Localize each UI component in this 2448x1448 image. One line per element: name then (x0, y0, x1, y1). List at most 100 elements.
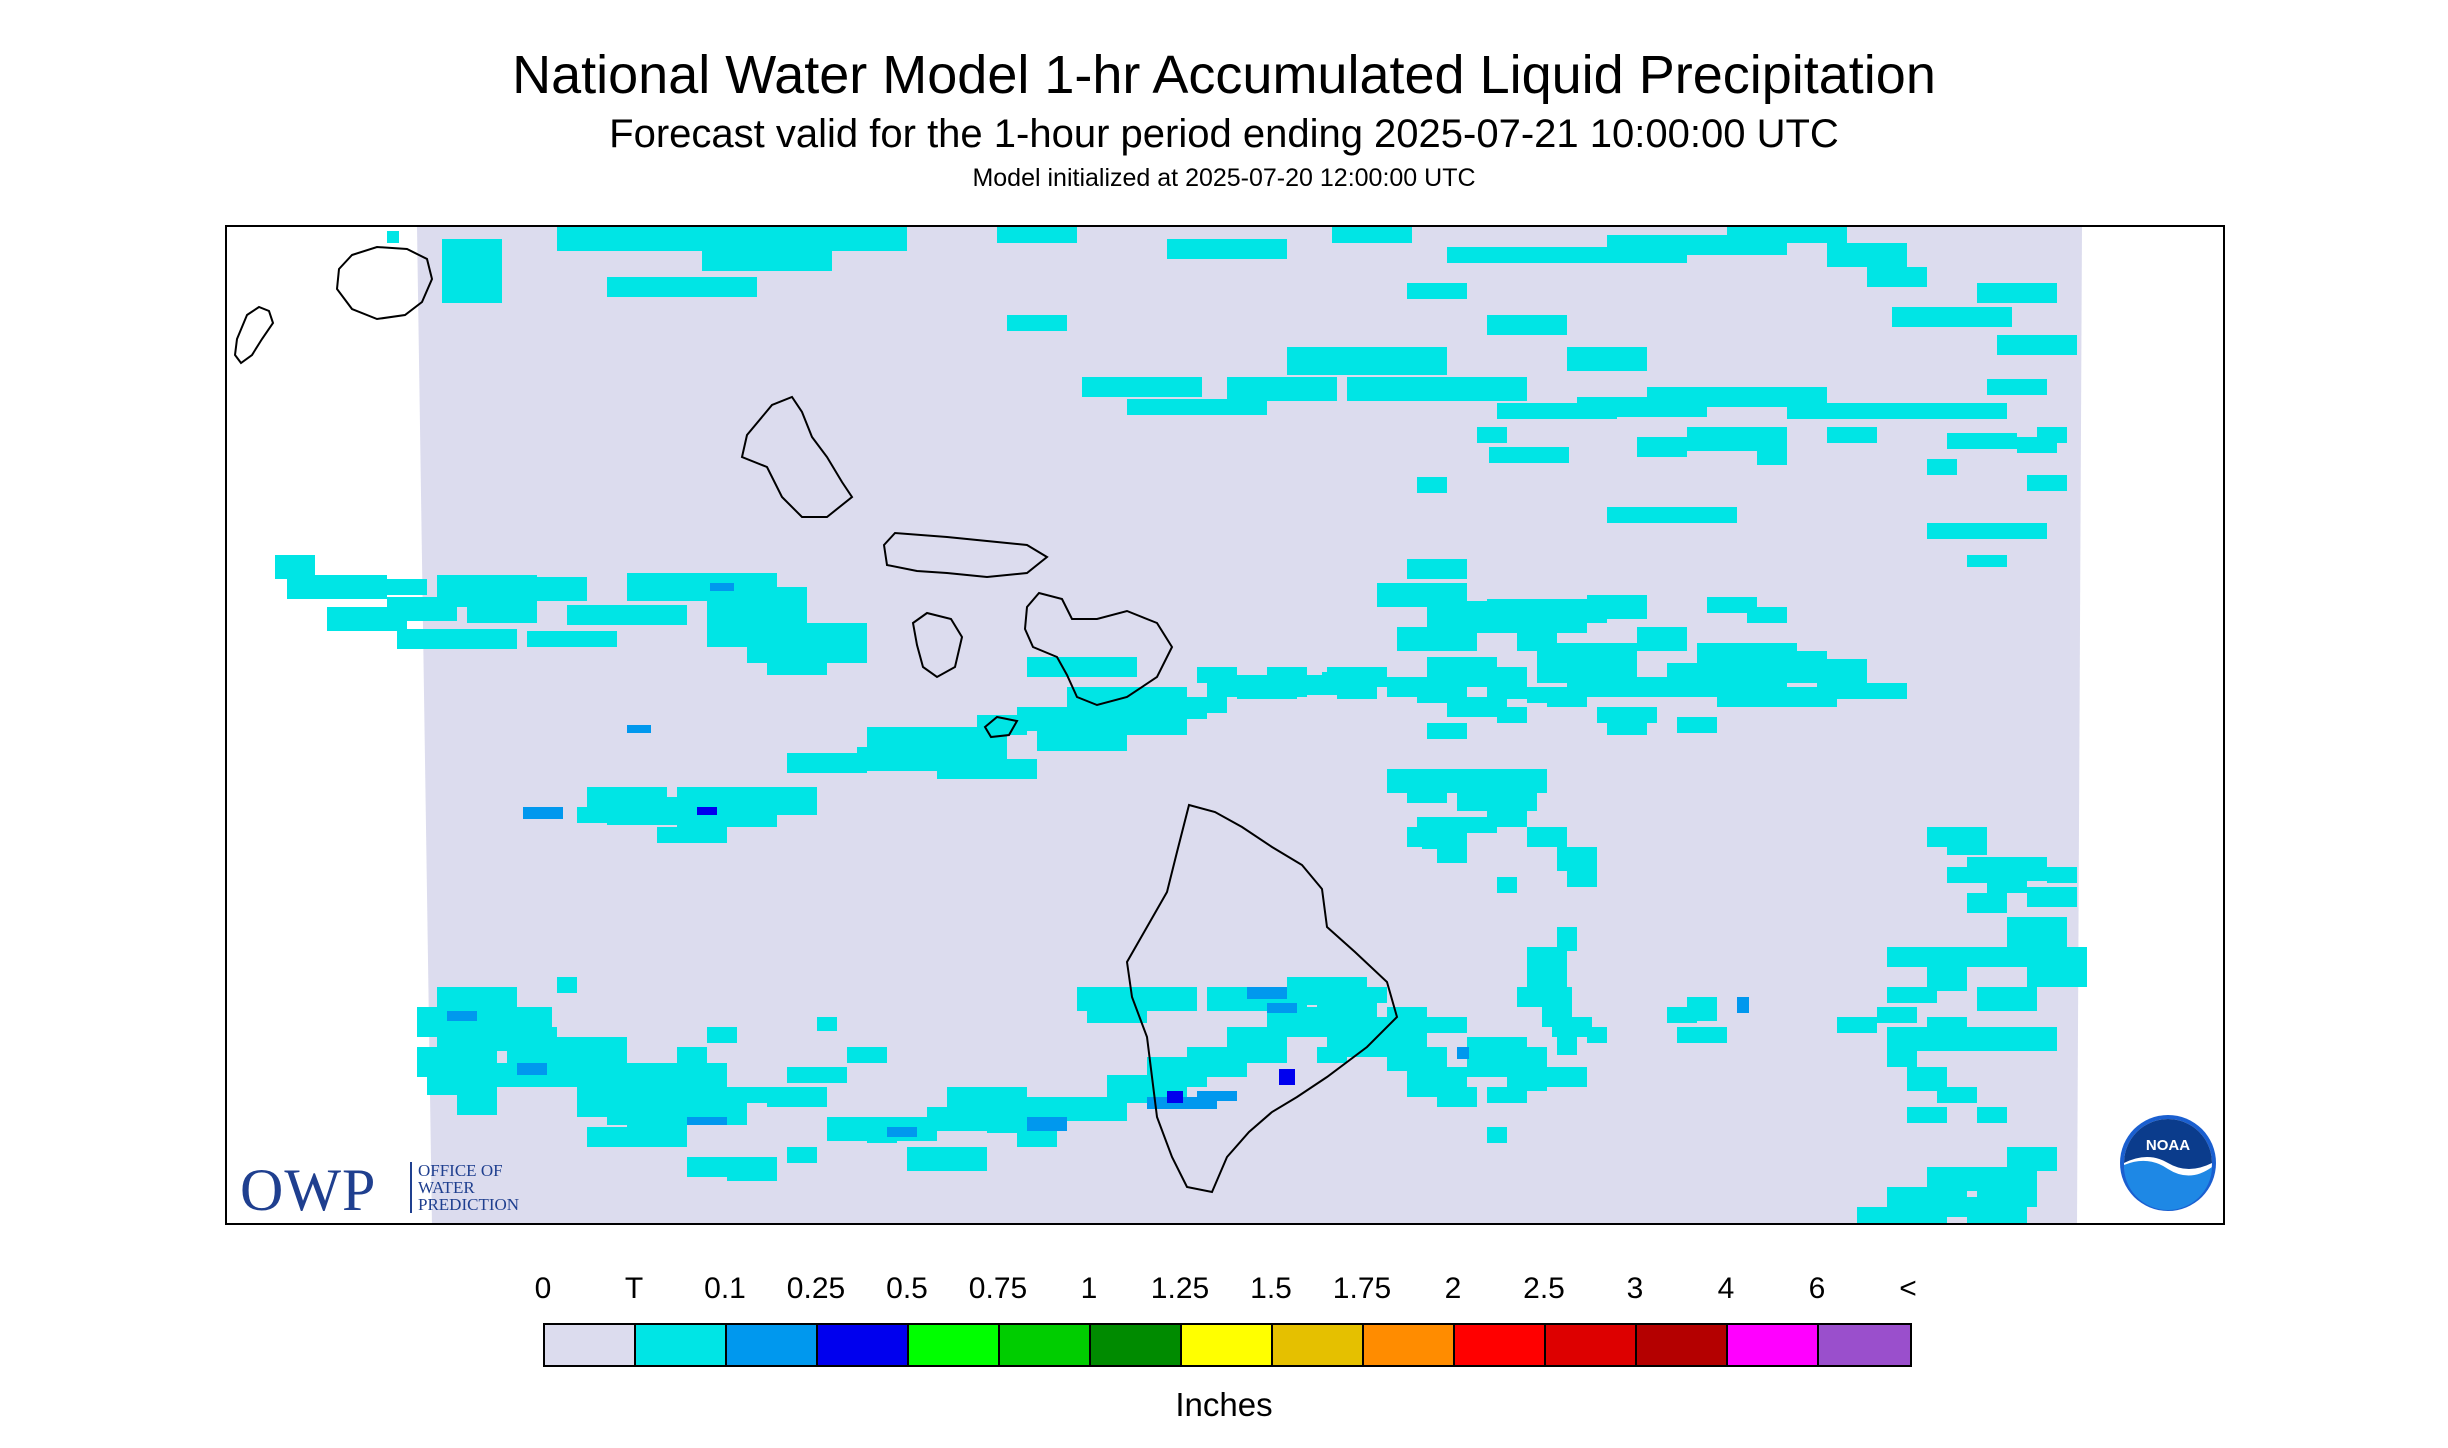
legend-tick-label: 6 (1808, 1272, 1826, 1305)
noaa-logo: NOAA (2120, 1115, 2216, 1211)
trace-precip-cell (1997, 335, 2077, 355)
trace-precip-cell (1887, 947, 1947, 967)
model-domain (417, 227, 2082, 1223)
trace-precip-cell (1332, 227, 1412, 243)
trace-precip-cell (477, 577, 587, 601)
precipitation-map (225, 225, 2225, 1225)
precipitation-cells (275, 227, 2087, 1223)
legend-swatch (1819, 1325, 1910, 1365)
trace-precip-cell (1637, 437, 1687, 457)
light-precip-cell (627, 725, 651, 733)
trace-precip-cell (657, 827, 727, 843)
trace-precip-cell (687, 1157, 727, 1177)
legend-swatch (1637, 1325, 1728, 1365)
legend-tick-label: 4 (1717, 1272, 1735, 1305)
map-canvas (233, 227, 2087, 1223)
trace-precip-cell (1082, 377, 1202, 397)
trace-precip-cell (1487, 667, 1527, 687)
trace-precip-cell (1322, 672, 1352, 684)
light-precip-cell (1247, 987, 1287, 999)
trace-precip-cell (1707, 597, 1757, 613)
trace-precip-cell (1577, 397, 1707, 417)
legend-tick-label: T (624, 1272, 644, 1305)
trace-precip-cell (1027, 657, 1137, 677)
trace-precip-cell (1407, 787, 1447, 803)
legend-tick-label: 3 (1626, 1272, 1644, 1305)
light-precip-cell (887, 1127, 917, 1137)
trace-precip-cell (557, 977, 577, 993)
maui-coastline (1023, 591, 1174, 707)
legend-swatch (1091, 1325, 1182, 1365)
trace-precip-cell (937, 759, 1037, 779)
trace-precip-cell (647, 1063, 727, 1087)
trace-precip-cell (1497, 707, 1527, 723)
trace-precip-cell (1837, 667, 1857, 683)
trace-precip-cell (1397, 627, 1477, 651)
trace-precip-cell (1977, 1107, 2007, 1123)
hawaii-coastline (1125, 803, 1399, 1194)
legend-swatch (727, 1325, 818, 1365)
trace-precip-cell (1427, 723, 1467, 739)
legend-swatch (1182, 1325, 1273, 1365)
legend-swatch (818, 1325, 909, 1365)
trace-precip-cell (1317, 1047, 1347, 1063)
trace-precip-cell (457, 1067, 497, 1115)
trace-precip-cell (1507, 1047, 1547, 1067)
trace-precip-cell (1967, 1197, 2027, 1223)
color-legend (543, 1323, 1912, 1367)
legend-swatch (1364, 1325, 1455, 1365)
legend-swatch (1273, 1325, 1364, 1365)
light-precip-cell (1737, 997, 1749, 1013)
trace-precip-cell (767, 647, 827, 675)
trace-precip-cell (327, 607, 407, 631)
light-precip-cell (1197, 1091, 1237, 1101)
trace-precip-cell (997, 227, 1077, 243)
trace-precip-cell (1527, 827, 1567, 847)
trace-precip-cell (587, 1127, 627, 1147)
moderate-precip-cell (1167, 1091, 1183, 1103)
trace-precip-cell (1552, 1017, 1592, 1037)
moderate-precip-cell (697, 807, 717, 815)
trace-precip-cell (707, 1027, 737, 1043)
trace-precip-cell (2007, 917, 2067, 947)
trace-precip-cell (387, 231, 399, 243)
trace-precip-cell (1587, 595, 1647, 619)
trace-precip-cell (1887, 1027, 1917, 1067)
trace-precip-cell (1927, 523, 2047, 539)
trace-precip-cell (1347, 987, 1387, 1003)
trace-precip-cell (467, 1053, 497, 1069)
owp-logo-line: OFFICE OF (418, 1161, 503, 1180)
legend-swatch (1546, 1325, 1637, 1365)
legend-swatch (1728, 1325, 1819, 1365)
trace-precip-cell (1567, 347, 1647, 371)
legend-tick-label: 0.75 (968, 1272, 1028, 1305)
trace-precip-cell (1227, 377, 1337, 401)
trace-precip-cell (1567, 867, 1597, 887)
trace-precip-cell (787, 1067, 827, 1083)
trace-precip-cell (1407, 283, 1467, 299)
legend-tick-label: 2 (1444, 1272, 1462, 1305)
light-precip-cell (1457, 1047, 1469, 1059)
trace-precip-cell (1487, 687, 1527, 699)
legend-swatch (636, 1325, 727, 1365)
legend-labels: 0 T 0.1 0.25 0.5 0.75 1 1.25 1.5 1.75 2 2.5 3 4 6 < (0, 1272, 2448, 1312)
trace-precip-cell (1467, 377, 1527, 401)
trace-precip-cell (1917, 1027, 1977, 1051)
legend-swatch (1455, 1325, 1546, 1365)
trace-precip-cell (1437, 1087, 1477, 1107)
trace-precip-cell (442, 239, 502, 303)
trace-precip-cell (1877, 1007, 1917, 1023)
trace-precip-cell (1067, 687, 1187, 735)
molokai-coastline (882, 531, 1049, 579)
lanai-coastline (911, 611, 964, 679)
legend-swatch (1000, 1325, 1091, 1365)
trace-precip-cell (1527, 687, 1557, 703)
trace-precip-cell (1907, 403, 2007, 419)
trace-precip-cell (2047, 867, 2077, 883)
legend-swatch (545, 1325, 636, 1365)
trace-precip-cell (1247, 1047, 1287, 1063)
trace-precip-cell (782, 227, 902, 247)
trace-precip-cell (1287, 347, 1447, 375)
trace-precip-cell (1487, 315, 1567, 335)
legend-tick-label: 1.25 (1150, 1272, 1210, 1305)
